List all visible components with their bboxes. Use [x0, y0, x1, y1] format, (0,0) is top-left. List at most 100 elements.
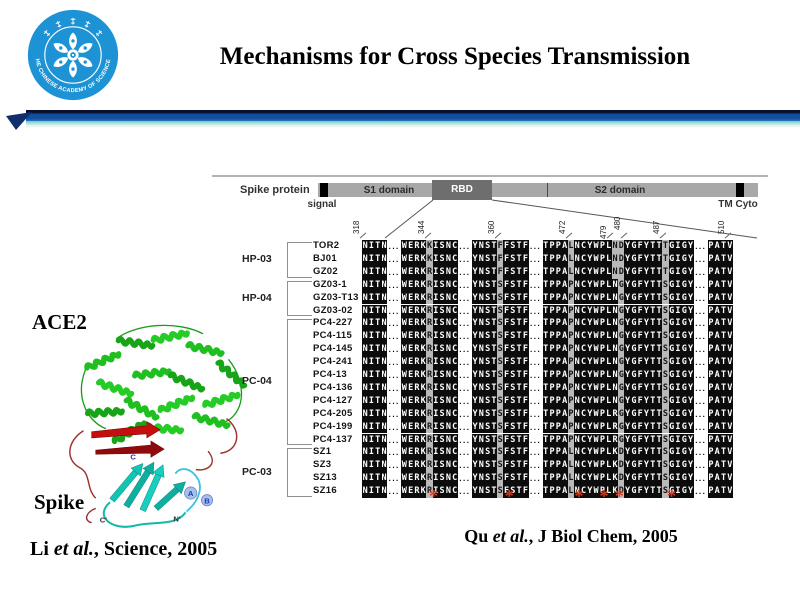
residue-highlighted: L [567, 472, 575, 486]
gap-dots: ... [530, 254, 542, 264]
residue: S [439, 331, 445, 342]
gap-dots: ... [530, 396, 542, 406]
residue-highlighted: L [567, 446, 575, 460]
residue: T [375, 241, 381, 251]
residue: T [543, 253, 549, 264]
residue: N [478, 292, 484, 303]
residue: E [408, 241, 414, 251]
residue: P [549, 460, 555, 471]
residue: T [650, 344, 656, 355]
residue: P [555, 447, 561, 458]
residue: N [478, 486, 484, 497]
residue: P [708, 447, 714, 458]
li-citation-etal: et al. [53, 538, 94, 560]
residue: T [491, 279, 497, 290]
residue: T [656, 473, 662, 484]
gap-dots: ... [695, 358, 707, 368]
residue: T [543, 331, 549, 342]
residue: N [574, 344, 580, 355]
residue: T [543, 357, 549, 368]
residue: G [669, 292, 675, 303]
gap-dots: ... [388, 371, 400, 380]
residue: T [516, 460, 522, 471]
residue: P [555, 241, 561, 251]
residue: I [675, 292, 681, 303]
residue: E [408, 447, 414, 458]
strain-name: SZ13 [313, 472, 337, 484]
residue: S [439, 473, 445, 484]
residue: F [637, 253, 643, 264]
residue: Y [643, 292, 650, 303]
residue: N [574, 253, 580, 264]
residue: P [549, 279, 555, 290]
residue: F [522, 460, 528, 471]
residue: V [727, 292, 733, 303]
residue: Y [643, 357, 650, 368]
residue: S [439, 344, 445, 355]
gap-dots: ... [388, 332, 400, 342]
residue-highlighted: G [618, 304, 625, 318]
residue: I [368, 357, 374, 368]
residue: F [637, 370, 643, 380]
residue: Y [625, 357, 631, 368]
strain-name: SZ16 [313, 485, 337, 497]
residue: Y [688, 241, 694, 251]
residue: F [503, 473, 510, 484]
residue: R [414, 279, 420, 290]
residue-highlighted: R [426, 369, 433, 382]
residue: F [522, 434, 528, 445]
gap-dots: ... [530, 280, 542, 290]
residue: N [478, 382, 484, 393]
residue: N [381, 421, 387, 432]
residue: N [612, 370, 618, 380]
strain-name: SZ1 [313, 446, 332, 458]
residue: A [714, 253, 720, 264]
group-bracket [287, 242, 312, 278]
residue: F [637, 241, 643, 251]
residue: C [452, 318, 458, 329]
residue-highlighted: P [567, 304, 575, 318]
residue: G [631, 305, 637, 316]
residue: Y [688, 434, 694, 445]
key-residue-asterisk: * [429, 486, 439, 506]
residue: K [420, 370, 426, 380]
residue: T [650, 292, 656, 303]
residue: I [675, 279, 681, 290]
gap-dots: ... [530, 319, 542, 329]
residue: T [720, 253, 727, 264]
group-bracket [287, 319, 312, 446]
residue: Y [587, 331, 593, 342]
residue: P [549, 266, 555, 277]
group-label: HP-03 [242, 252, 272, 265]
residue: W [593, 395, 599, 406]
residue: G [631, 344, 637, 355]
residue: I [368, 460, 374, 471]
position-label: 360 [487, 220, 497, 234]
residue: G [631, 473, 637, 484]
residue: I [675, 486, 681, 497]
residue: Y [587, 408, 593, 419]
residue: I [675, 357, 681, 368]
residue: Y [625, 421, 631, 432]
residue: P [599, 357, 605, 368]
residue: Y [472, 408, 478, 419]
residue: P [708, 395, 714, 406]
residue: N [445, 292, 451, 303]
residue: A [562, 344, 568, 355]
residue: T [491, 305, 497, 316]
gap-dots: ... [695, 435, 707, 445]
residue: A [562, 331, 568, 342]
residue: S [439, 253, 445, 264]
residue: P [549, 447, 555, 458]
residue: F [503, 395, 510, 406]
residue-highlighted: R [426, 394, 433, 408]
residue: E [408, 395, 414, 406]
li-citation-author: Li [30, 538, 54, 560]
residue: S [439, 318, 445, 329]
residue: C [580, 305, 587, 316]
